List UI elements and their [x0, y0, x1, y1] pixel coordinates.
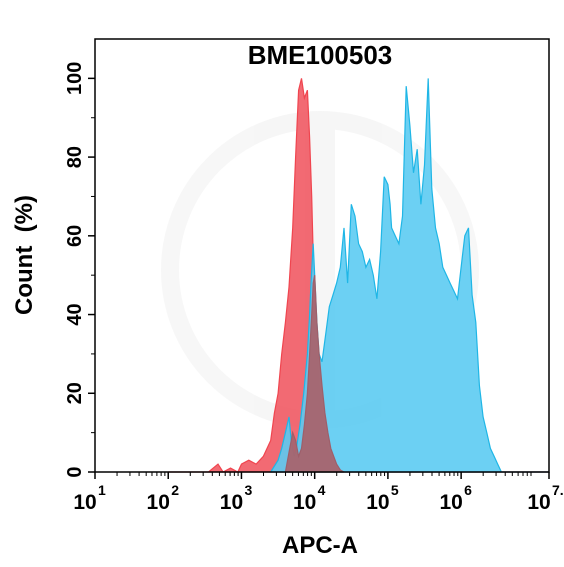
histogram-series-sample-blue: [269, 78, 549, 473]
y-tick-label: 100: [64, 62, 86, 95]
y-tick-label: 20: [64, 382, 86, 404]
x-tick-label: 10: [293, 491, 316, 514]
x-tick-label: 10: [220, 491, 243, 514]
y-tick-label: 40: [64, 303, 86, 325]
x-tick-exponent: 6: [464, 482, 472, 498]
y-tick-label: 80: [64, 146, 86, 168]
x-tick-label: 10: [527, 491, 550, 514]
y-tick-label: 0: [64, 466, 86, 477]
x-axis-label: APC-A: [282, 532, 358, 559]
x-tick-label: 10: [73, 491, 96, 514]
y-tick-label: 60: [64, 225, 86, 247]
y-axis-label: Count (%): [11, 195, 38, 315]
x-tick-exponent: 7.2: [552, 482, 564, 498]
chart-title: BME100503: [248, 40, 393, 70]
x-tick-label: 10: [147, 491, 170, 514]
plot-area: [168, 78, 549, 473]
x-tick-exponent: 5: [391, 482, 399, 498]
x-tick-exponent: 2: [171, 482, 179, 498]
x-tick-exponent: 3: [244, 482, 252, 498]
plot-frame: [94, 38, 550, 473]
x-tick-label: 10: [439, 491, 462, 514]
x-tick-exponent: 4: [318, 482, 326, 498]
x-tick-label: 10: [366, 491, 389, 514]
y-axis-ticks: 0 20 40 60 80 100: [64, 62, 95, 478]
x-tick-exponent: 1: [98, 482, 106, 498]
histogram-series-overlap: [284, 275, 345, 473]
